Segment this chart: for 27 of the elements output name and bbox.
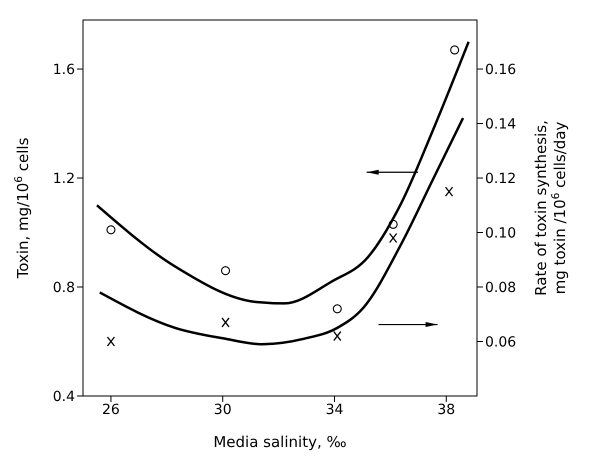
y2-tick-label: 0.14 <box>485 116 516 133</box>
point <box>450 45 460 55</box>
y-tick-label: 1.6 <box>52 62 76 78</box>
y2-tick-label: 0.06 <box>485 334 516 350</box>
point <box>332 304 342 314</box>
point <box>221 317 230 328</box>
x-tick-label: 34 <box>326 402 344 418</box>
line-series <box>96 40 470 305</box>
point <box>444 186 454 197</box>
y-tick-label: 1.2 <box>52 171 75 187</box>
point <box>389 232 398 244</box>
x-tick-label: 26 <box>102 402 120 418</box>
point <box>220 266 230 276</box>
x-tick-label: 38 <box>437 402 456 418</box>
y2-tick-label: 0.08 <box>485 280 516 296</box>
x-axis-title: Media salinity, ‰ <box>213 433 347 451</box>
x-tick-label: 30 <box>214 402 232 418</box>
y2-tick-label: 0.16 <box>485 62 516 78</box>
y-tick-label: 0.4 <box>52 388 76 405</box>
line-series <box>98 116 464 346</box>
y-tick-label: 0.8 <box>52 280 75 296</box>
point <box>333 330 342 342</box>
point <box>388 220 398 229</box>
point <box>106 225 116 234</box>
point <box>106 336 116 347</box>
y2-tick-label: 0.12 <box>485 171 516 187</box>
y2-tick-label: 0.10 <box>485 225 516 242</box>
